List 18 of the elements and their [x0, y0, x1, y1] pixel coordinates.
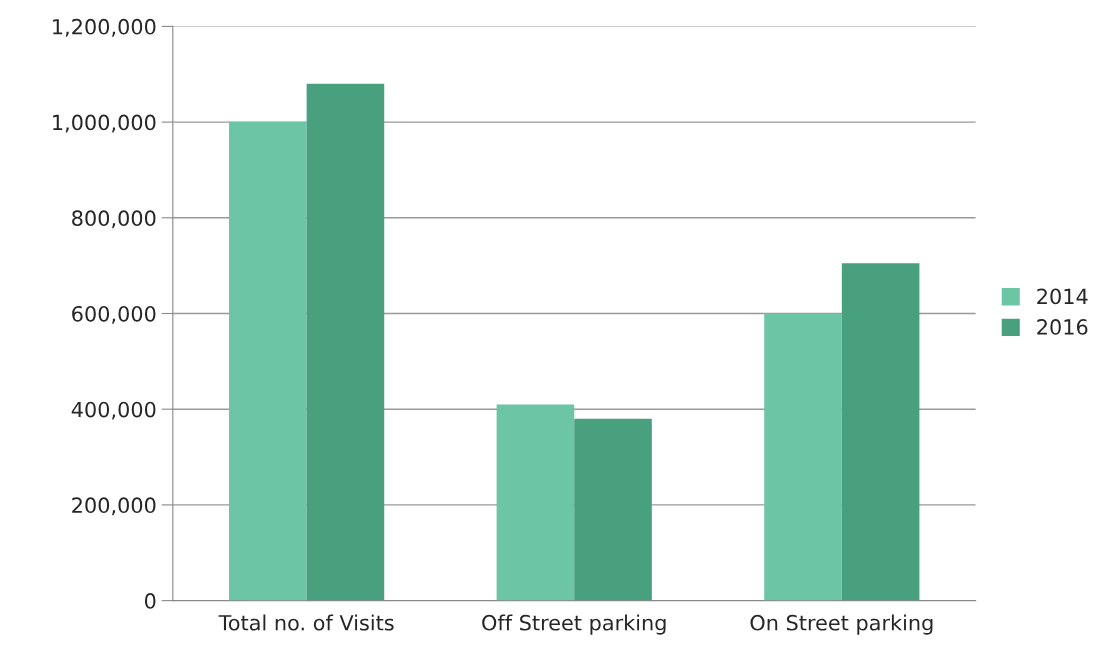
legend-label: 2016: [1037, 319, 1088, 335]
y-tick-label: 800,000: [72, 210, 156, 229]
bar: [306, 83, 385, 601]
x-tick-label: On Street parking: [750, 614, 933, 635]
y-tick-label: 400,000: [71, 401, 156, 420]
y-tick-label: 600,000: [72, 305, 156, 324]
x-tick-label: Off Street parking: [482, 614, 666, 635]
y-tick-label: 200,000: [72, 497, 156, 516]
y-tick-label: 0: [144, 593, 156, 609]
bar: [764, 313, 842, 601]
y-tick-label: 1,200,000: [53, 18, 156, 37]
bar: [574, 418, 652, 601]
bar: [496, 404, 575, 601]
bar: [229, 122, 307, 601]
legend-label: 2014: [1037, 288, 1088, 305]
y-tick-label: 1,000,000: [53, 114, 156, 133]
x-tick-label: Total no. of Visits: [218, 614, 394, 631]
bar: [841, 263, 920, 601]
